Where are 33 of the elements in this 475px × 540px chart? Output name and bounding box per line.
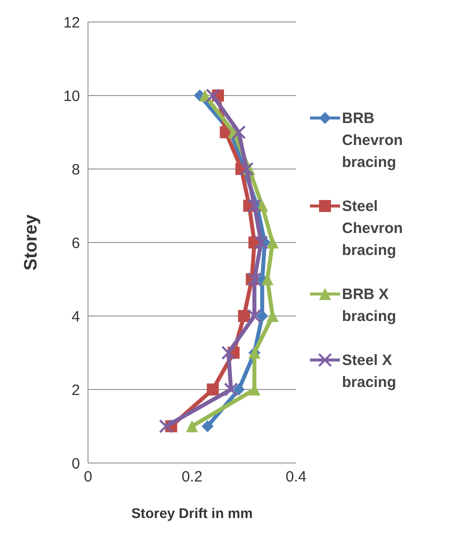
point	[206, 384, 219, 396]
point	[232, 125, 246, 140]
point	[240, 162, 254, 176]
legend-label: BRB X bracing	[342, 285, 398, 327]
x-tick-label: 0.4	[286, 468, 306, 486]
y-tick-label: 4	[72, 308, 80, 326]
y-axis-title: Storey	[20, 214, 40, 271]
y-tick-label: 10	[63, 88, 80, 105]
point	[247, 309, 262, 323]
y-tick-label: 12	[63, 14, 80, 32]
point	[232, 384, 245, 396]
point	[238, 310, 250, 322]
legend-label: Steel Chevron bracing	[342, 197, 404, 261]
x-tick-label: 0	[84, 468, 92, 486]
point	[202, 420, 214, 432]
x-axis-title: Storey Drift in mm	[131, 505, 253, 521]
point	[266, 236, 279, 248]
point	[247, 272, 262, 286]
point	[224, 382, 238, 396]
y-tick-label: 6	[72, 234, 80, 252]
legend-label: Steel X bracing	[342, 351, 398, 393]
point	[247, 198, 262, 213]
y-tick-label: 0	[72, 455, 80, 472]
point	[206, 88, 220, 102]
y-tick-label: 8	[72, 161, 80, 178]
point	[159, 419, 173, 434]
point	[221, 346, 236, 360]
x-tick-label: 0.2	[182, 468, 202, 486]
y-tick-label: 2	[72, 382, 80, 399]
legend-label: BRB Chevron bracing	[342, 109, 404, 173]
point	[186, 420, 198, 432]
point	[254, 236, 268, 250]
point	[256, 310, 268, 322]
